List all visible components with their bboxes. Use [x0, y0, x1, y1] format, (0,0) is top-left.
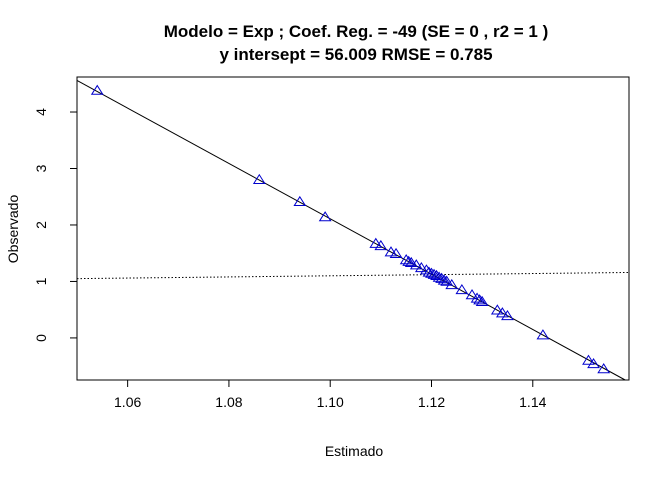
trend-line: [76, 271, 630, 280]
data-point: [470, 292, 484, 303]
y-tick-label: 4: [33, 108, 49, 116]
data-point: [402, 255, 416, 266]
x-tick-label: 1.10: [317, 394, 344, 410]
data-point: [374, 239, 388, 251]
regression-line: [76, 80, 626, 381]
data-point: [490, 304, 504, 315]
data-point: [536, 329, 550, 340]
data-point: [597, 363, 611, 374]
data-point: [399, 254, 413, 265]
x-axis: 1.06 1.08 1.10 1.12 1.14: [114, 379, 547, 410]
x-tick-label: 1.08: [215, 394, 242, 410]
data-point: [90, 84, 104, 95]
data-point: [369, 237, 383, 248]
data-point: [409, 259, 423, 270]
data-point: [465, 289, 479, 300]
data-point: [318, 211, 332, 222]
y-axis: 0 1 2 3 4: [33, 108, 78, 342]
data-point: [473, 294, 487, 305]
data-point: [389, 247, 403, 259]
data-point: [430, 269, 443, 281]
data-point: [404, 256, 418, 268]
data-point: [427, 268, 441, 279]
y-tick-label: 3: [33, 164, 49, 172]
plot-area: [76, 80, 630, 381]
y-tick-label: 2: [33, 221, 49, 229]
data-point: [420, 264, 433, 275]
data-point: [475, 295, 489, 307]
data-point: [252, 173, 266, 185]
x-tick-label: 1.14: [519, 394, 546, 410]
x-tick-label: 1.12: [418, 394, 445, 410]
data-point: [587, 357, 600, 369]
data-point: [432, 271, 446, 282]
y-tick-label: 1: [33, 277, 49, 285]
data-point: [425, 267, 438, 278]
data-point: [440, 275, 454, 286]
chart-title-line1: Modelo = Exp ; Coef. Reg. = -49 (SE = 0 …: [164, 22, 549, 41]
data-point: [495, 307, 509, 318]
chart-title-line2: y intersept = 56.009 RMSE = 0.785: [219, 45, 492, 64]
data-point: [455, 283, 469, 295]
data-point: [414, 261, 428, 273]
data-point: [435, 272, 449, 283]
data-point: [422, 266, 436, 277]
x-axis-label: Estimado: [325, 443, 384, 459]
data-point: [293, 195, 307, 207]
x-tick-label: 1.06: [114, 394, 141, 410]
data-point: [501, 309, 514, 321]
data-point: [437, 274, 451, 285]
data-point: [384, 246, 398, 257]
y-axis-label: Observado: [5, 195, 21, 264]
data-point: [582, 354, 595, 365]
data-point: [445, 278, 459, 290]
y-tick-label: 0: [33, 334, 49, 342]
